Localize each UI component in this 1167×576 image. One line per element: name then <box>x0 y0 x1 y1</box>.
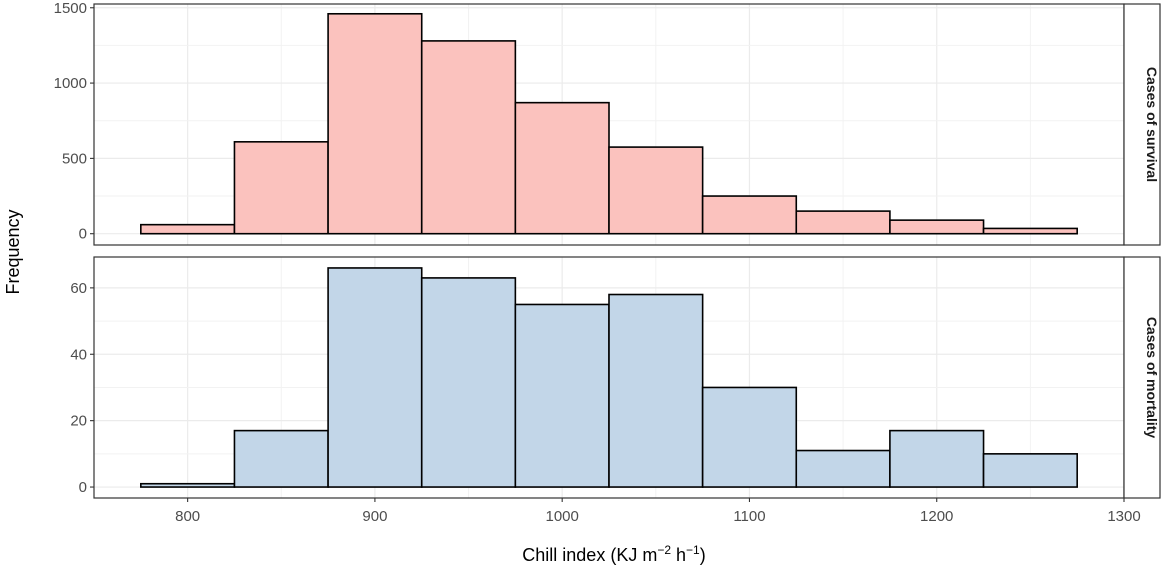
y-tick-label: 500 <box>62 150 87 167</box>
x-tick-label: 900 <box>362 508 387 525</box>
x-tick-label: 1300 <box>1107 508 1140 525</box>
x-axis-title-sup1: −2 <box>657 543 671 557</box>
histogram-bar-survival-1 <box>233 141 329 235</box>
facet-strip-background <box>1123 3 1161 246</box>
bars-layer <box>140 12 1078 488</box>
strips-layer: Cases of survival Cases of mortality <box>1123 3 1161 499</box>
x-axis-title-sup2: −1 <box>686 543 700 557</box>
x-axis-title-mid: h <box>671 545 686 565</box>
histogram-bar-mortality-8 <box>889 429 985 488</box>
histogram-bar-mortality-3 <box>420 277 517 488</box>
histogram-bar-mortality-4 <box>514 303 610 488</box>
x-tick-label: 1100 <box>733 508 765 525</box>
y-tick-label: 0 <box>79 226 87 243</box>
x-tick-label: 1200 <box>920 508 953 525</box>
histogram-bar-survival-2 <box>327 12 423 235</box>
x-axis-title-end: ) <box>700 545 706 565</box>
histogram-bar-mortality-2 <box>327 267 423 488</box>
facet-strip-background <box>1123 256 1161 499</box>
histogram-bar-survival-5 <box>608 146 704 235</box>
ticks-layer: 0 500 1000 1500 0 20 40 60 800 900 1000 1100 1200 130… <box>54 0 1141 525</box>
y-tick-label: 60 <box>70 280 87 297</box>
histogram-bar-survival-7 <box>795 210 891 235</box>
y-tick-label: 40 <box>70 346 87 363</box>
histogram-bar-survival-3 <box>420 40 517 235</box>
histogram-bar-survival-9 <box>982 227 1078 235</box>
histogram-bar-survival-4 <box>514 101 610 235</box>
x-tick-label: 800 <box>175 508 200 525</box>
histogram-bar-mortality-6 <box>701 386 798 488</box>
histogram-bar-survival-8 <box>889 219 985 235</box>
histogram-bar-mortality-0 <box>140 482 236 488</box>
histogram-bar-survival-0 <box>140 223 236 235</box>
facet-strip-label: Cases of survival <box>1144 67 1160 182</box>
facet-strip-label: Cases of mortality <box>1144 317 1160 439</box>
histogram-bar-mortality-9 <box>982 453 1078 488</box>
x-axis-title: Chill index (KJ m−2 h−1) <box>522 543 705 565</box>
y-tick-label: 0 <box>79 479 87 496</box>
histogram-bar-survival-6 <box>701 195 798 235</box>
histogram-bar-mortality-5 <box>608 293 704 488</box>
y-tick-label: 1500 <box>54 0 87 17</box>
histogram-bar-mortality-1 <box>233 429 329 488</box>
x-tick-label: 1000 <box>545 508 578 525</box>
y-tick-label: 20 <box>70 413 87 430</box>
x-axis-title-main: Chill index (KJ m <box>522 545 657 565</box>
y-tick-label: 1000 <box>54 75 87 92</box>
histogram-bar-mortality-7 <box>795 449 891 488</box>
y-axis-title: Frequency <box>3 209 23 294</box>
